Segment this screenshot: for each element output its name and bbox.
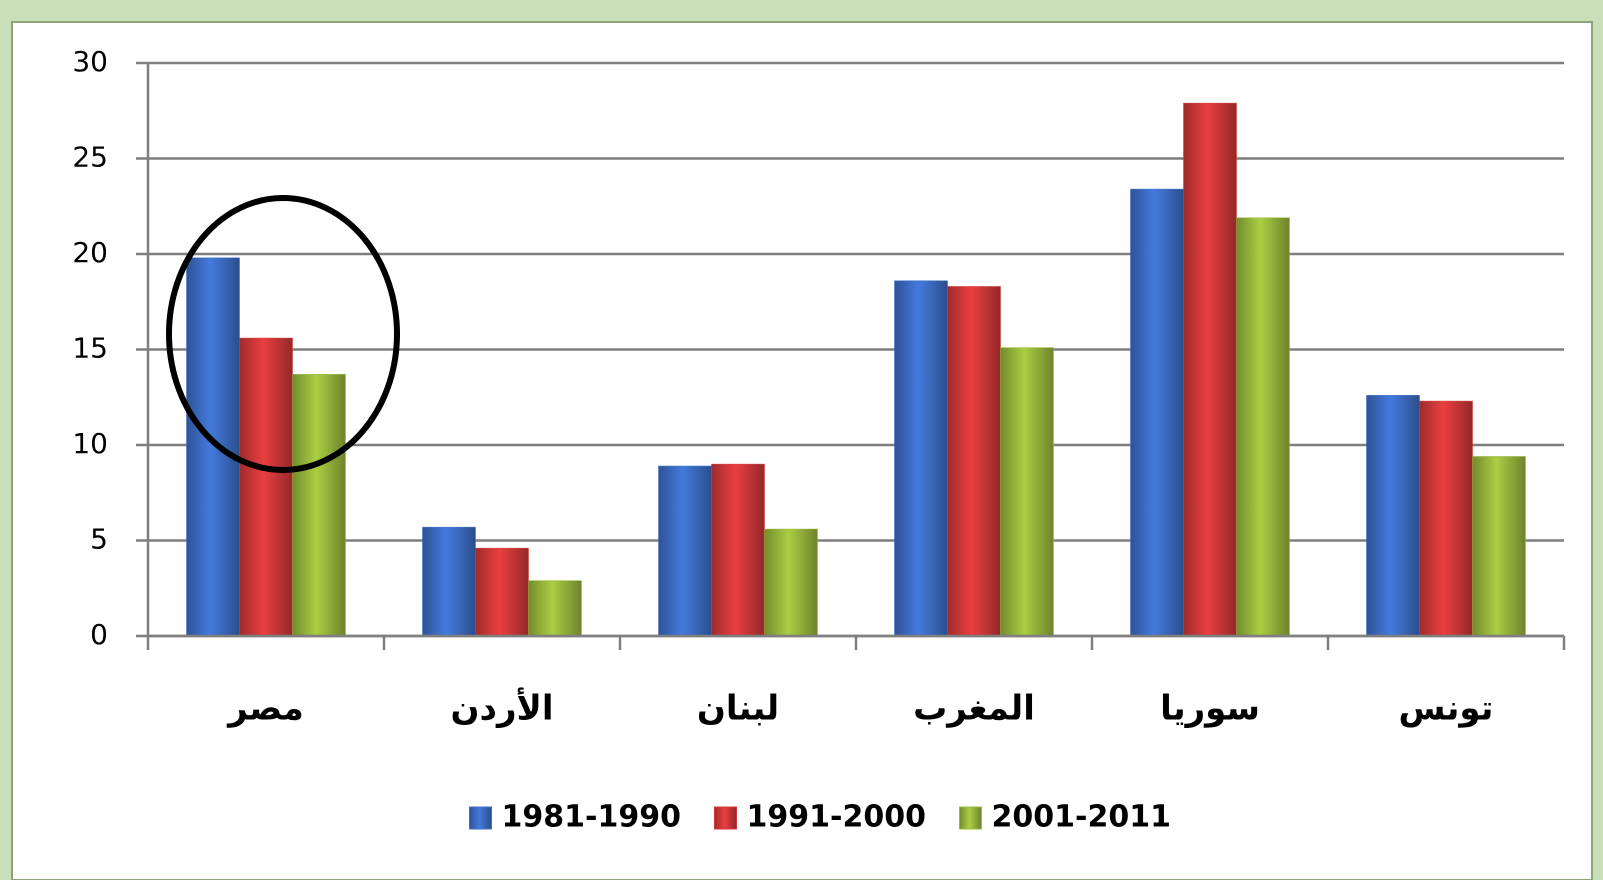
y-tick-label: 25 [72,141,108,174]
bar [186,257,240,637]
x-tick-label: لبنان [697,689,779,729]
y-tick-label: 0 [90,618,108,651]
bar [658,465,712,637]
legend-swatch [714,806,737,830]
y-tick-label: 20 [72,236,108,269]
x-tick-label: الأردن [450,687,553,729]
legend-label: 1991-2000 [747,800,926,835]
bar [711,463,765,637]
y-tick-label: 5 [90,523,108,556]
bar [1419,400,1473,637]
bar [528,580,582,637]
bar [1472,456,1526,637]
bar [1130,188,1184,637]
legend-label: 2001-2011 [992,800,1171,835]
bar [239,337,293,637]
bar [1000,347,1054,637]
x-tick-label: المغرب [913,689,1035,729]
y-tick-label: 10 [72,427,108,460]
bar [1236,217,1290,637]
y-tick-label: 30 [72,45,108,78]
bar [1183,102,1237,637]
bar [764,528,818,637]
x-tick-label: سوريا [1160,689,1260,729]
bar [947,286,1001,637]
legend-swatch [469,806,492,830]
bar [422,526,476,637]
legend-swatch [959,806,982,830]
bar [1366,395,1420,637]
x-tick-label: تونس [1399,689,1494,729]
y-tick-label: 15 [72,332,108,365]
legend-label: 1981-1990 [502,800,681,835]
bar [894,280,948,637]
bar [292,374,346,637]
annotation-circle [166,195,400,473]
bar [475,547,529,637]
x-tick-label: مصر [226,689,304,729]
